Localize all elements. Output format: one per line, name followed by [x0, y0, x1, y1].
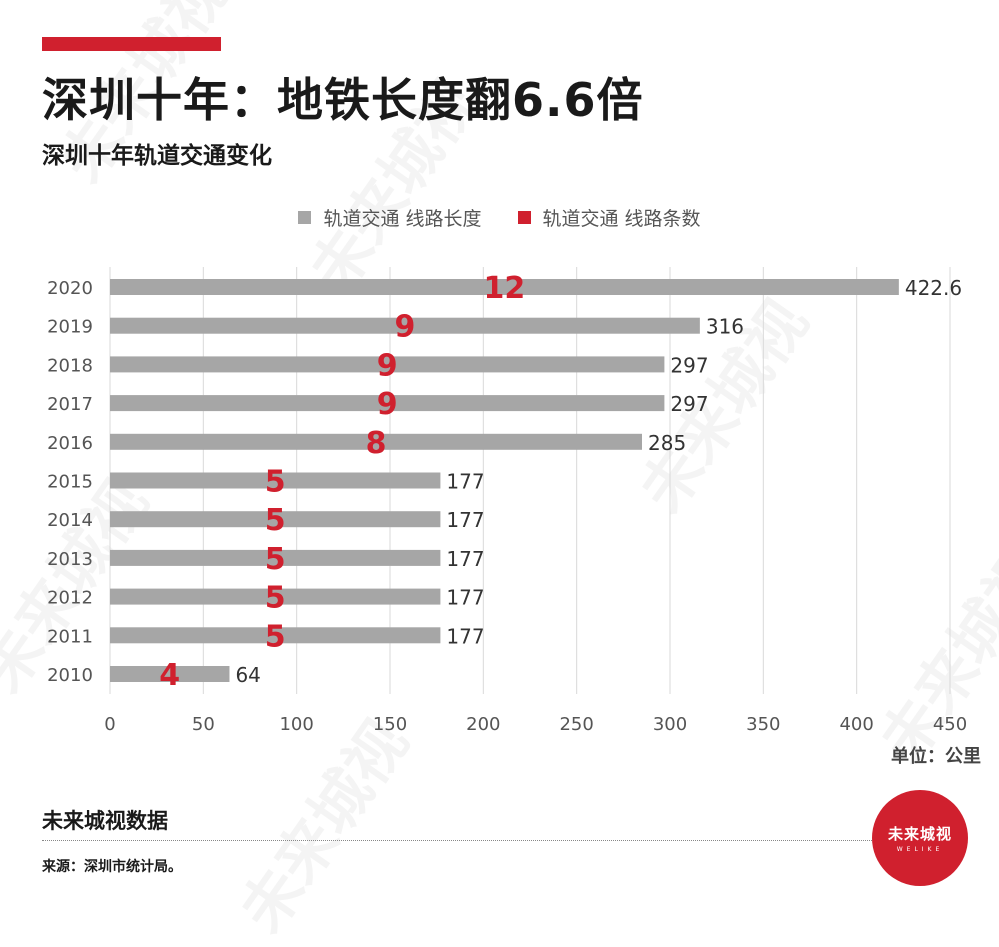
legend-item-length: 轨道交通 线路长度 [298, 204, 482, 231]
bar-length [110, 588, 441, 605]
logo-subtext: WELIKE [896, 846, 944, 853]
data-label-length: 285 [648, 431, 686, 455]
data-label-length: 177 [446, 470, 484, 494]
bar-length [110, 317, 700, 334]
y-tick-label: 2017 [47, 394, 93, 415]
y-tick-label: 2010 [47, 665, 93, 686]
data-label-count: 5 [265, 465, 286, 500]
data-label-length: 64 [235, 663, 260, 687]
bar-length [110, 511, 441, 528]
x-tick-label: 50 [192, 714, 215, 735]
page-title: 深圳十年：地铁长度翻6.6倍 [42, 73, 644, 127]
x-tick-label: 200 [466, 714, 500, 735]
data-label-count: 9 [377, 387, 398, 422]
data-label-count: 4 [159, 658, 180, 693]
logo-text: 未来城视 [887, 825, 952, 843]
bar-chart: 0 50 100 150 200 250 300 350 400 450 2020 422.6 12 20… [47, 267, 967, 735]
x-tick-label: 400 [839, 714, 873, 735]
data-label-count: 12 [484, 271, 526, 306]
x-tick-label: 100 [279, 714, 313, 735]
bar-length [110, 279, 899, 295]
y-tick-label: 2013 [47, 549, 93, 570]
title-accent-bar [42, 37, 221, 51]
bar-length [110, 627, 441, 644]
data-label-count: 5 [265, 542, 286, 577]
x-tick-label: 150 [373, 714, 407, 735]
data-label-length: 177 [446, 586, 484, 610]
data-label-count: 9 [394, 310, 415, 345]
data-label-count: 8 [366, 426, 387, 461]
unit-label: 单位：公里 [891, 746, 981, 767]
y-tick-label: 2015 [47, 472, 93, 493]
bar-length [110, 472, 441, 489]
data-label-length: 297 [670, 392, 708, 416]
legend-label-count: 轨道交通 线路条数 [542, 208, 701, 230]
bar-length [110, 666, 230, 682]
x-tick-label: 300 [653, 714, 687, 735]
x-tick-label: 350 [746, 714, 780, 735]
legend-swatch-count [517, 211, 531, 224]
data-label-length: 177 [446, 508, 484, 532]
y-tick-label: 2016 [47, 433, 93, 454]
y-tick-label: 2012 [47, 588, 93, 609]
data-label-length: 422.6 [905, 276, 962, 300]
legend-item-count: 轨道交通 线路条数 [517, 204, 701, 231]
bar-length [110, 356, 665, 373]
y-tick-label: 2014 [47, 510, 93, 531]
legend-swatch-length [298, 211, 312, 224]
y-tick-label: 2018 [47, 355, 93, 376]
data-label-length: 316 [706, 315, 744, 339]
page-subtitle: 深圳十年轨道交通变化 [42, 143, 272, 169]
brand-name: 未来城视数据 [42, 809, 168, 833]
x-tick-label: 0 [104, 714, 115, 735]
data-label-length: 177 [446, 547, 484, 571]
brand-logo: 未来城视 WELIKE [872, 790, 968, 886]
data-label-count: 5 [265, 619, 286, 654]
chart-legend: 轨道交通 线路长度 轨道交通 线路条数 [0, 204, 999, 231]
data-label-count: 5 [265, 503, 286, 538]
data-label-count: 5 [265, 581, 286, 616]
y-tick-label: 2011 [47, 626, 93, 647]
bar-length [110, 549, 441, 566]
bar-length [110, 433, 642, 450]
data-label-count: 9 [377, 348, 398, 383]
x-tick-label: 450 [933, 714, 967, 735]
data-label-length: 297 [670, 353, 708, 377]
legend-label-length: 轨道交通 线路长度 [323, 208, 482, 230]
x-tick-label: 250 [559, 714, 593, 735]
y-tick-label: 2019 [47, 317, 93, 338]
source-note: 来源：深圳市统计局。 [42, 859, 182, 875]
y-tick-label: 2020 [47, 278, 93, 299]
footer-divider [42, 840, 872, 841]
data-label-length: 177 [446, 624, 484, 648]
bar-length [110, 395, 665, 412]
